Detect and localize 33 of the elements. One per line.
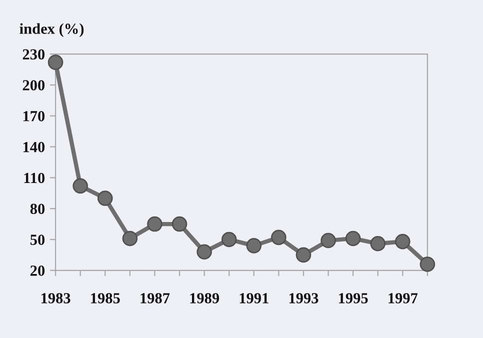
point bbox=[172, 216, 188, 232]
point bbox=[395, 234, 410, 250]
point bbox=[271, 230, 286, 246]
point bbox=[72, 178, 88, 194]
point bbox=[196, 244, 212, 260]
point bbox=[246, 238, 262, 254]
y-tick-label: 80 bbox=[30, 204, 45, 214]
y-tick-label: 50 bbox=[30, 234, 45, 245]
point bbox=[97, 190, 113, 206]
y-axis-title: index (%) bbox=[20, 23, 84, 38]
point bbox=[221, 232, 237, 248]
point bbox=[122, 230, 138, 246]
y-tick-label: 20 bbox=[30, 266, 45, 276]
x-tick-label: 1985 bbox=[91, 293, 120, 304]
x-tick-label: 1983 bbox=[41, 293, 70, 304]
x-tick-label: 1993 bbox=[289, 293, 318, 304]
x-tick-label: 1995 bbox=[339, 293, 368, 304]
y-tick-label: 200 bbox=[22, 80, 45, 90]
x-tick-label: 1997 bbox=[388, 293, 418, 304]
point bbox=[147, 216, 162, 232]
y-tick-label: 230 bbox=[22, 49, 45, 60]
y-tick-label: 110 bbox=[24, 172, 45, 184]
point bbox=[345, 230, 361, 246]
point bbox=[320, 232, 336, 248]
point bbox=[48, 54, 64, 70]
x-tick-label: 1989 bbox=[190, 293, 220, 304]
y-tick-label: 140 bbox=[23, 142, 45, 152]
x-tick-label: 1987 bbox=[140, 293, 170, 304]
point bbox=[296, 247, 312, 263]
x-tick-label: 1991 bbox=[240, 293, 268, 304]
y-tick-label: 170 bbox=[23, 111, 45, 122]
point bbox=[420, 256, 436, 272]
point bbox=[370, 236, 386, 252]
